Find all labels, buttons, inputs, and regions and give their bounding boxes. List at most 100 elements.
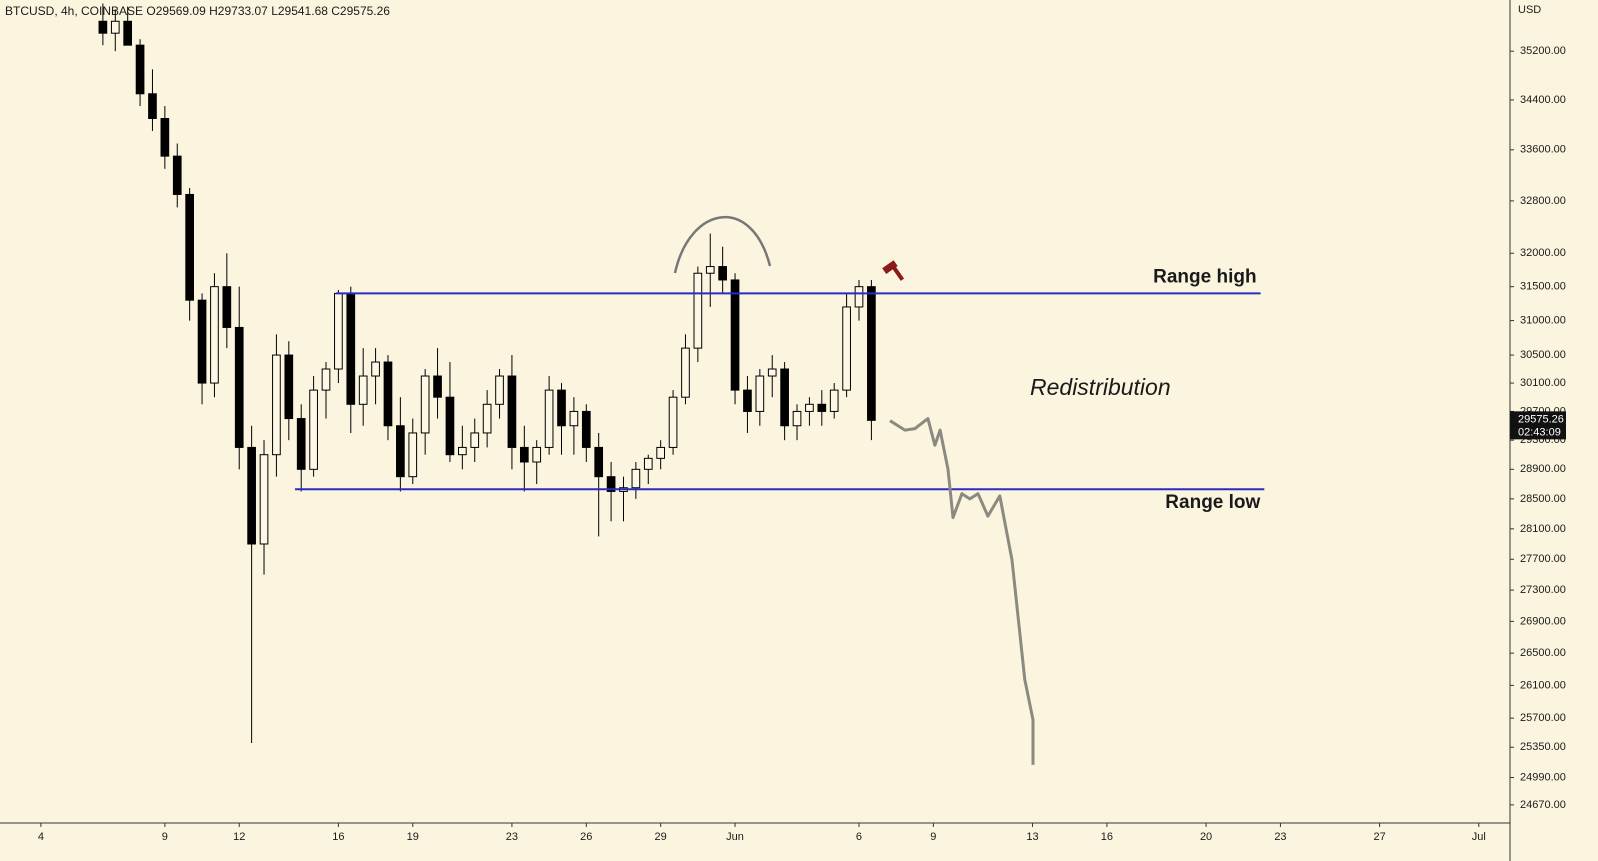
candle-body (296, 418, 306, 470)
candle-body (532, 446, 542, 463)
top-arc (673, 215, 772, 274)
candle-body (185, 193, 194, 301)
x-tick-label: 23 (506, 831, 518, 843)
x-tick-label: 27 (1373, 831, 1385, 843)
candle-body (718, 266, 727, 281)
y-unit: USD (1518, 4, 1541, 16)
y-tick-label: 33600.00 (1520, 144, 1566, 156)
y-tick-label: 25350.00 (1520, 741, 1566, 753)
candle-body (123, 20, 133, 46)
hammer-icon (882, 260, 905, 281)
candle-body (693, 272, 703, 349)
candle-body (681, 347, 690, 398)
candle-body (358, 375, 368, 405)
price-tag (1510, 411, 1566, 440)
x-tick-label: 9 (162, 831, 168, 843)
y-tick-label: 30100.00 (1520, 377, 1566, 389)
candle-body (519, 446, 529, 463)
y-tick-label: 26100.00 (1520, 679, 1566, 691)
x-tick-label: Jun (726, 831, 744, 843)
y-tick-label: 28500.00 (1520, 493, 1566, 505)
ohlc-low: L29541.68 (271, 4, 328, 18)
annotation: Redistribution (1030, 374, 1171, 400)
y-tick-label: 28100.00 (1520, 523, 1566, 535)
candle-body (396, 425, 405, 478)
candle-body (792, 410, 802, 427)
candle-body (383, 361, 393, 427)
candle-body (482, 403, 492, 434)
ohlc-open: O29569.09 (146, 4, 206, 18)
candle-body (284, 354, 294, 420)
candle-body (581, 410, 591, 448)
candle-body (272, 354, 281, 456)
candle-body (817, 403, 827, 412)
candle-body (730, 279, 740, 391)
candle-body (98, 20, 108, 34)
price-tag-countdown: 02:43:09 (1518, 426, 1561, 438)
price-tag-label: 29575.26 (1518, 413, 1564, 425)
x-tick-label: 9 (930, 831, 936, 843)
candle-body (656, 446, 666, 459)
candle-body (705, 266, 715, 274)
candle-body (148, 93, 157, 119)
candle-body (135, 44, 145, 95)
candle-body (854, 286, 864, 308)
x-tick-label: 6 (856, 831, 862, 843)
candle-body (767, 368, 777, 377)
x-tick-label: 12 (233, 831, 245, 843)
plot-area (98, 3, 876, 744)
candle-body (780, 368, 789, 427)
y-tick-label: 27300.00 (1520, 584, 1566, 596)
y-tick-label: 31500.00 (1520, 281, 1566, 293)
candle-body (544, 389, 554, 448)
projection-line (889, 417, 1035, 765)
candle-body (321, 368, 331, 391)
y-tick-label: 30500.00 (1520, 349, 1566, 361)
x-tick-label: 19 (407, 831, 419, 843)
y-tick-label: 26500.00 (1520, 647, 1566, 659)
candle-body (569, 410, 579, 427)
candle-body (668, 396, 678, 448)
candle-body (197, 299, 207, 384)
candle-body (445, 396, 455, 456)
x-tick-label: 23 (1274, 831, 1286, 843)
candle-body (470, 432, 480, 448)
candle-body (222, 286, 232, 328)
x-tick-label: 13 (1026, 831, 1038, 843)
candle-body (631, 468, 641, 489)
y-tick-label: 26900.00 (1520, 615, 1566, 627)
candle-body (234, 326, 244, 448)
candle-body (842, 306, 851, 391)
y-tick-label: 24670.00 (1520, 799, 1566, 811)
y-tick-label: 25700.00 (1520, 712, 1566, 724)
candle-body (408, 432, 418, 478)
candle-body (110, 20, 120, 34)
x-tick-label: Jul (1472, 831, 1486, 843)
candle-body (433, 375, 442, 398)
y-tick-label: 32000.00 (1520, 247, 1566, 259)
x-tick-label: 4 (38, 831, 44, 843)
x-tick-label: 29 (655, 831, 667, 843)
y-tick-label: 28900.00 (1520, 463, 1566, 475)
y-tick-label: 31000.00 (1520, 314, 1566, 326)
candle-body (458, 446, 467, 456)
candle-body (507, 375, 517, 448)
candle-body (420, 375, 430, 434)
candle-body (334, 292, 343, 370)
candle-body (867, 286, 876, 421)
range-label: Range high (1153, 266, 1256, 287)
candle-body (495, 375, 504, 405)
candle-body (247, 446, 256, 545)
candle-body (829, 389, 839, 412)
candle-body (309, 389, 318, 470)
candle-body (259, 454, 269, 545)
candle-body (805, 403, 814, 412)
x-tick-label: 16 (1101, 831, 1113, 843)
candle-body (172, 155, 182, 195)
y-tick-label: 32800.00 (1520, 195, 1566, 207)
candle-body (371, 361, 380, 377)
candle-body (160, 117, 170, 157)
ohlc-high: H29733.07 (209, 4, 268, 18)
